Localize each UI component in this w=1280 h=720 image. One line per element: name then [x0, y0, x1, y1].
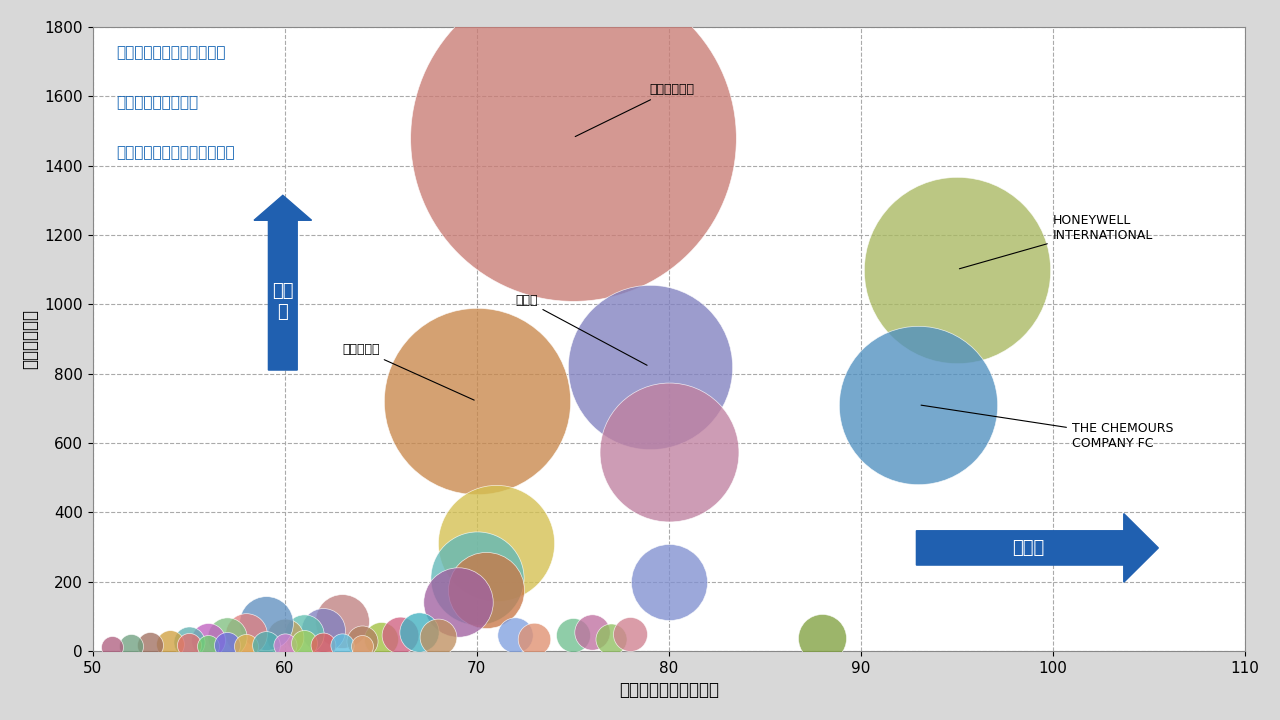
Point — [178, 639, 198, 650]
Point — [140, 639, 160, 650]
Text: 縦軸：権利者スコア: 縦軸：権利者スコア — [115, 96, 198, 110]
Text: THE CHEMOURS
COMPANY FC: THE CHEMOURS COMPANY FC — [922, 405, 1174, 450]
Point — [293, 637, 314, 649]
Point — [236, 628, 256, 639]
Text: 個別力: 個別力 — [1011, 539, 1044, 557]
Point — [658, 446, 678, 457]
Point — [389, 629, 410, 641]
Point — [255, 617, 275, 629]
Point — [476, 585, 497, 596]
Point — [658, 576, 678, 588]
Point — [562, 132, 582, 143]
Point — [216, 639, 237, 650]
Point — [408, 626, 429, 638]
Point — [197, 640, 218, 652]
Point — [351, 636, 371, 647]
Point — [466, 395, 486, 407]
Point — [255, 639, 275, 650]
Point — [639, 361, 659, 372]
Point — [332, 639, 352, 651]
Point — [504, 629, 525, 641]
Point — [159, 638, 179, 649]
Point — [312, 639, 333, 650]
Point — [428, 631, 448, 643]
Point — [274, 631, 294, 643]
Point — [101, 641, 122, 652]
Point — [120, 640, 141, 652]
Point — [274, 639, 294, 651]
Point — [351, 641, 371, 652]
Point — [581, 626, 602, 638]
Point — [312, 624, 333, 636]
Point — [946, 264, 966, 275]
Point — [236, 640, 256, 652]
Point — [293, 628, 314, 639]
Text: ＥＮＥＯＳ: ＥＮＥＯＳ — [342, 343, 474, 400]
Point — [524, 633, 544, 644]
Text: ＡＧＣ: ＡＧＣ — [515, 294, 648, 365]
Point — [332, 616, 352, 627]
Point — [216, 631, 237, 643]
Text: 横軸：パテントスコア最高値: 横軸：パテントスコア最高値 — [115, 145, 234, 161]
Point — [562, 629, 582, 641]
Point — [908, 399, 928, 410]
Point — [485, 538, 506, 549]
FancyArrow shape — [253, 195, 311, 370]
Point — [812, 632, 832, 644]
Point — [466, 572, 486, 584]
FancyArrow shape — [916, 513, 1158, 582]
Y-axis label: 権利者スコア: 権利者スコア — [20, 309, 38, 369]
Point — [178, 636, 198, 648]
Text: 円の大きさ：有効特許件数: 円の大きさ：有効特許件数 — [115, 45, 225, 60]
Point — [197, 635, 218, 647]
Text: HONEYWELL
INTERNATIONAL: HONEYWELL INTERNATIONAL — [960, 214, 1153, 269]
Text: ダイキン工業: ダイキン工業 — [575, 83, 695, 137]
Point — [600, 633, 621, 644]
Text: 総合
力: 総合 力 — [273, 282, 293, 321]
Point — [447, 597, 467, 608]
Point — [620, 628, 640, 639]
X-axis label: パテントスコア最高値: パテントスコア最高値 — [618, 681, 719, 699]
Point — [370, 633, 390, 644]
